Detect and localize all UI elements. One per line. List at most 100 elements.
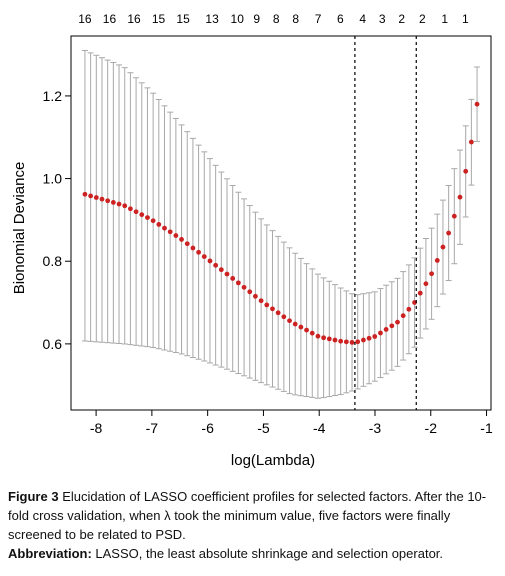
mean-point	[417, 290, 423, 296]
mean-point	[326, 336, 332, 342]
x-tick-label: -6	[201, 420, 214, 436]
mean-point	[389, 323, 395, 329]
mean-point	[162, 225, 167, 231]
y-axis-label: Bionomial Deviance	[11, 162, 28, 295]
mean-point	[457, 194, 463, 200]
mean-point	[463, 168, 469, 174]
mean-point	[201, 254, 207, 260]
mean-point	[304, 327, 309, 333]
mean-point	[253, 293, 258, 299]
x-tick-label: -4	[313, 420, 326, 436]
mean-point	[145, 215, 150, 221]
mean-point	[383, 327, 389, 332]
mean-point	[241, 284, 247, 290]
mean-point	[332, 337, 338, 343]
mean-point	[150, 218, 156, 224]
abbreviation-label: Abbreviation:	[8, 546, 92, 561]
mean-point	[156, 222, 162, 227]
plot-frame	[70, 35, 492, 411]
figure-caption: Figure 3 Elucidation of LASSO coefficien…	[8, 487, 496, 563]
mean-point	[451, 213, 457, 219]
mean-point	[247, 289, 253, 295]
mean-point	[213, 262, 219, 268]
mean-point	[88, 193, 94, 199]
mean-point	[378, 330, 383, 336]
mean-point	[93, 195, 99, 200]
mean-point	[128, 206, 133, 212]
mean-point	[184, 241, 190, 247]
mean-point	[82, 191, 88, 197]
mean-point	[395, 319, 400, 325]
top-axis-label: 16	[103, 12, 117, 26]
mean-point	[235, 280, 241, 286]
mean-point	[298, 324, 304, 330]
mean-point	[99, 196, 105, 202]
mean-point	[122, 203, 128, 209]
mean-point	[281, 314, 287, 320]
mean-point	[105, 198, 111, 204]
mean-point	[321, 335, 327, 341]
top-axis-label: 16	[127, 12, 141, 26]
top-axis-label: 2	[398, 12, 405, 26]
top-axis-label: 15	[152, 12, 166, 26]
figure-caption-text: Elucidation of LASSO coefficient profile…	[8, 489, 487, 542]
top-axis-label: 10	[231, 12, 245, 26]
x-tick-label: -1	[480, 420, 493, 436]
mean-points	[82, 101, 480, 345]
x-tick-label: -3	[369, 420, 382, 436]
y-tick-label: 0.6	[43, 336, 63, 352]
cv-deviance-chart: -8 -7 -6 -5 -4 -3 -2 -1 0.60.81.01.2 16 16 16 15 15…	[11, 12, 493, 469]
top-axis-label: 7	[315, 12, 322, 26]
mean-point	[361, 337, 366, 343]
x-tick-label: -8	[90, 420, 103, 436]
mean-point	[372, 334, 378, 339]
mean-point	[196, 249, 201, 255]
mean-point	[343, 339, 349, 345]
top-axis-label: 8	[273, 12, 280, 26]
mean-point	[179, 237, 184, 242]
top-axis-label: 15	[176, 12, 190, 26]
mean-point	[207, 258, 213, 264]
mean-point	[270, 306, 275, 312]
top-axis-label: 6	[337, 12, 344, 26]
mean-point	[423, 281, 429, 287]
mean-point	[406, 306, 412, 312]
x-axis-label: log(Lambda)	[231, 452, 315, 469]
mean-point	[349, 339, 355, 345]
mean-point	[468, 139, 474, 145]
mean-point	[230, 276, 236, 281]
mean-point	[434, 258, 440, 263]
top-axis-label: 13	[205, 12, 219, 26]
mean-point	[167, 229, 173, 235]
mean-point	[139, 212, 145, 218]
mean-point	[275, 310, 281, 316]
y-axis-ticks: 0.6 0.8 1.0 1.2	[43, 88, 71, 352]
top-axis-label: 2	[419, 12, 426, 26]
top-axis-labels: 16 16 16 15 15 13 10 9 8 8 7 6 4 3 2 2 1 1	[78, 12, 469, 26]
mean-point	[315, 333, 321, 339]
x-tick-label: -7	[146, 420, 159, 436]
mean-point	[400, 313, 406, 319]
top-axis-label: 4	[359, 12, 366, 26]
mean-point	[292, 321, 298, 327]
top-axis-label: 1	[462, 12, 469, 26]
mean-point	[133, 209, 139, 215]
mean-point	[224, 271, 230, 277]
top-axis-label: 16	[78, 12, 92, 26]
y-tick-label: 1.0	[43, 171, 63, 187]
mean-point	[173, 233, 179, 238]
mean-point	[190, 245, 196, 251]
lambda-reference-lines	[354, 36, 417, 410]
mean-point	[446, 230, 452, 236]
top-axis-label: 3	[379, 12, 386, 26]
mean-point	[116, 201, 122, 207]
x-tick-label: -2	[425, 420, 438, 436]
mean-point	[258, 298, 264, 304]
mean-point	[287, 318, 292, 324]
top-axis-label: 9	[253, 12, 260, 26]
mean-point	[264, 302, 270, 308]
mean-point	[366, 335, 372, 341]
figure-label: Figure 3	[8, 489, 59, 504]
top-axis-label: 8	[292, 12, 299, 26]
abbreviation-text: LASSO, the least absolute shrinkage and …	[91, 546, 444, 561]
